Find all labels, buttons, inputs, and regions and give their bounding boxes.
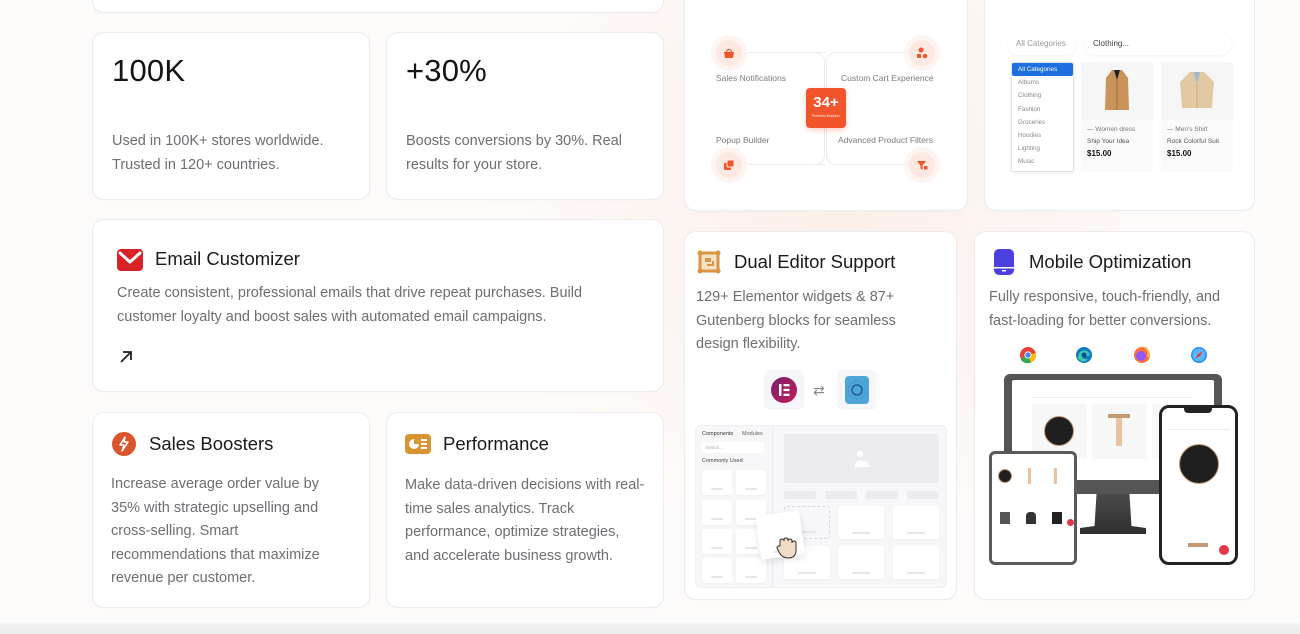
top-partial-card — [92, 0, 664, 13]
mock-tile — [736, 470, 766, 495]
filter-icon — [909, 152, 935, 178]
firefox-icon — [1133, 346, 1151, 369]
badge-number: 34+ — [813, 94, 839, 111]
shapes-icon — [909, 40, 935, 66]
module-label: Custom Cart Experience — [841, 73, 934, 83]
category-select[interactable]: All Categories — [1008, 33, 1076, 55]
coat-image — [1081, 62, 1153, 120]
product-name: Ship Your Idea — [1087, 138, 1130, 145]
modules-count-badge: 34+ Powerful Modules — [806, 88, 846, 128]
mock-tile — [838, 546, 884, 579]
mock-tab-components: Components — [702, 431, 734, 437]
mock-tab-modules: Modules — [742, 431, 763, 437]
elementor-logo — [764, 370, 804, 410]
product-card[interactable]: — Women dress Ship Your Idea $15.00 — [1081, 62, 1153, 172]
feature-title: Mobile Optimization — [1029, 251, 1192, 272]
chrome-icon — [1019, 346, 1037, 369]
module-label: Advanced Product Filters — [838, 135, 933, 145]
feature-description: Create consistent, professional emails t… — [117, 285, 583, 325]
stat-value: 100K — [112, 53, 186, 88]
mobile-device-icon — [991, 249, 1017, 275]
feature-description: Fully responsive, touch-friendly, and fa… — [989, 289, 1221, 329]
envelope-icon — [117, 246, 143, 272]
mock-tile — [893, 546, 939, 579]
feature-card-email-customizer[interactable]: Email Customizer Create consistent, prof… — [92, 219, 664, 392]
mock-hero-image — [784, 434, 939, 483]
category-option[interactable]: Music — [1018, 158, 1035, 166]
feature-title: Sales Boosters — [149, 433, 274, 454]
lightning-icon — [111, 431, 137, 457]
jacket-image — [1161, 62, 1233, 120]
mock-tile — [838, 506, 884, 539]
stat-card-conversions: +30% Boosts conversions by 30%. Real res… — [386, 32, 664, 200]
arrow-up-right-icon[interactable] — [119, 350, 133, 369]
popup-icon — [716, 152, 742, 178]
feature-card-performance[interactable]: Performance Make data-driven decisions w… — [386, 412, 664, 608]
feature-card-sales-boosters[interactable]: Sales Boosters Increase average order va… — [92, 412, 370, 608]
category-option[interactable]: Clothing — [1018, 92, 1042, 100]
basket-icon — [716, 40, 742, 66]
stat-description: Boosts conversions by 30%. Real results … — [406, 133, 622, 173]
feature-title: Performance — [443, 433, 549, 454]
feature-title: Email Customizer — [155, 248, 300, 269]
gutenberg-logo — [837, 370, 877, 410]
mock-bar — [825, 491, 857, 499]
product-name: Rock Colorful Suit — [1167, 138, 1220, 145]
mock-tile — [702, 558, 732, 583]
mock-section-label: Commonly Used — [702, 458, 743, 464]
stat-description: Used in 100K+ stores worldwide. Trusted … — [112, 133, 324, 173]
editor-frame-icon — [696, 249, 722, 275]
horizontal-scrollbar-track — [0, 622, 1300, 634]
mock-tile — [893, 506, 939, 539]
category-option[interactable]: Fashion — [1018, 105, 1041, 113]
category-dropdown-list: All Categories Albums Clothing Fashion G… — [1011, 62, 1074, 172]
product-price: $15.00 — [1087, 149, 1112, 158]
feature-description: 129+ Elementor widgets & 87+ Gutenberg b… — [696, 289, 896, 352]
category-option[interactable]: All Categories — [1012, 63, 1073, 77]
swap-arrows-icon: ⇄ — [813, 382, 825, 398]
phone-mockup — [1159, 405, 1238, 565]
category-option[interactable]: Lighting — [1018, 145, 1041, 153]
feature-description: Increase average order value by 35% with… — [111, 476, 320, 586]
mock-tile — [702, 500, 732, 525]
editor-mockup: Components Modules Search... Commonly Us… — [695, 425, 947, 588]
tablet-mockup — [989, 451, 1077, 565]
category-option[interactable]: Groceries — [1018, 118, 1046, 126]
feature-title: Dual Editor Support — [734, 251, 896, 272]
mock-search: Search... — [702, 442, 764, 453]
module-label: Popup Builder — [716, 135, 770, 145]
grab-hand-icon — [776, 536, 798, 565]
safari-icon — [1190, 346, 1208, 369]
mock-tile — [702, 529, 732, 554]
mock-bar — [784, 491, 816, 499]
product-category: — Men's Shirt — [1167, 126, 1208, 133]
mock-bar — [907, 491, 939, 499]
analytics-icon — [405, 431, 431, 457]
module-label: Sales Notifications — [716, 73, 786, 83]
stat-card-stores: 100K Used in 100K+ stores worldwide. Tru… — [92, 32, 370, 200]
stat-value: +30% — [406, 53, 487, 88]
product-search-input[interactable]: Clothing... — [1085, 33, 1231, 55]
mock-tile — [736, 558, 766, 583]
mock-sidebar: Components Modules Search... Commonly Us… — [696, 426, 773, 587]
badge-subtitle: Powerful Modules — [812, 114, 840, 118]
category-option[interactable]: Hoodies — [1018, 131, 1042, 139]
mock-bar — [866, 491, 898, 499]
mock-tile — [702, 470, 732, 495]
product-category: — Women dress — [1087, 126, 1136, 133]
category-option[interactable]: Albums — [1018, 79, 1039, 87]
product-card[interactable]: — Men's Shirt Rock Colorful Suit $15.00 — [1161, 62, 1233, 172]
feature-description: Make data-driven decisions with real-tim… — [405, 477, 645, 564]
edge-icon — [1075, 346, 1093, 369]
product-price: $15.00 — [1167, 149, 1192, 158]
